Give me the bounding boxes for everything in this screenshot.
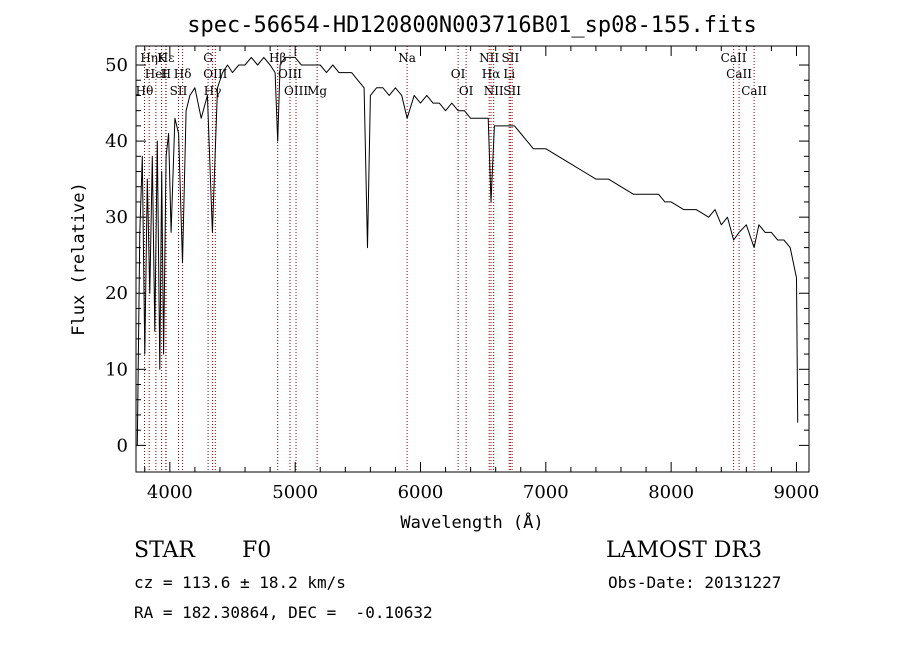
y-tick-label: 20 (105, 283, 128, 304)
line-label: SII (170, 84, 188, 98)
line-label: OI (451, 67, 466, 81)
line-label: CaII (726, 67, 752, 81)
x-tick-label: 6000 (398, 482, 444, 503)
line-label: K (157, 51, 167, 65)
y-tick-label: 0 (117, 435, 128, 456)
plot-frame (135, 45, 810, 473)
line-label: G (203, 51, 213, 65)
object-class: STAR (134, 538, 195, 563)
line-label: CaII (721, 51, 747, 65)
line-label: CaII (741, 84, 767, 98)
line-label: Li (503, 67, 515, 81)
line-label: Hβ (269, 51, 286, 65)
line-label: OI (459, 84, 474, 98)
spectrum-series (136, 56, 799, 446)
line-label: Hδ (174, 67, 192, 81)
line-label: NII (479, 51, 499, 65)
x-tick-label: 5000 (272, 482, 318, 503)
line-label: Na (398, 51, 416, 65)
redshift-readout: cz = 113.6 ± 18.2 km/s (134, 573, 346, 592)
y-tick-label: 50 (105, 55, 128, 76)
line-label: NII (484, 84, 504, 98)
line-label: H (161, 67, 171, 81)
spectrum-chart: spec-56654-HD120800N003716B01_sp08-155.f… (69, 13, 820, 533)
x-tick-label: 8000 (648, 482, 694, 503)
x-tick-label: 4000 (147, 482, 193, 503)
line-label: OIII (284, 84, 308, 98)
coordinates-readout: RA = 182.30864, DEC = -0.10632 (134, 603, 433, 622)
line-label: Hη (140, 51, 158, 65)
line-label: OIII (203, 67, 227, 81)
line-label: Mg (307, 84, 327, 98)
y-tick-label: 30 (105, 207, 128, 228)
line-label: SII (501, 51, 519, 65)
x-axis-label: Wavelength (Å) (400, 511, 543, 533)
line-label: Hθ (136, 84, 154, 98)
line-markers (144, 46, 755, 472)
spectrum-line (136, 56, 799, 446)
line-labels: HεHeISIIHηHHθKHδHγGOIIIOIIIHβOIIIMgNaOIO… (136, 51, 768, 98)
object-subclass: F0 (242, 538, 272, 563)
y-tick-label: 40 (105, 131, 128, 152)
line-label: Hγ (204, 84, 222, 98)
line-label: SII (503, 84, 521, 98)
line-label: OIII (278, 67, 302, 81)
line-label: Hε (158, 51, 175, 65)
chart-title: spec-56654-HD120800N003716B01_sp08-155.f… (187, 13, 757, 38)
y-tick-label: 10 (105, 359, 128, 380)
y-axis-label: Flux (relative) (69, 182, 89, 336)
line-label: Hα (482, 67, 501, 81)
x-tick-label: 7000 (523, 482, 569, 503)
x-tick-label: 9000 (774, 482, 820, 503)
y-axis: 0 10 20 30 40 50 (105, 55, 809, 456)
x-axis: 4000 5000 6000 7000 8000 9000 (144, 46, 820, 503)
survey-name: LAMOST DR3 (606, 538, 762, 563)
obs-date: Obs-Date: 20131227 (608, 573, 782, 592)
line-label: HeI (145, 67, 168, 81)
